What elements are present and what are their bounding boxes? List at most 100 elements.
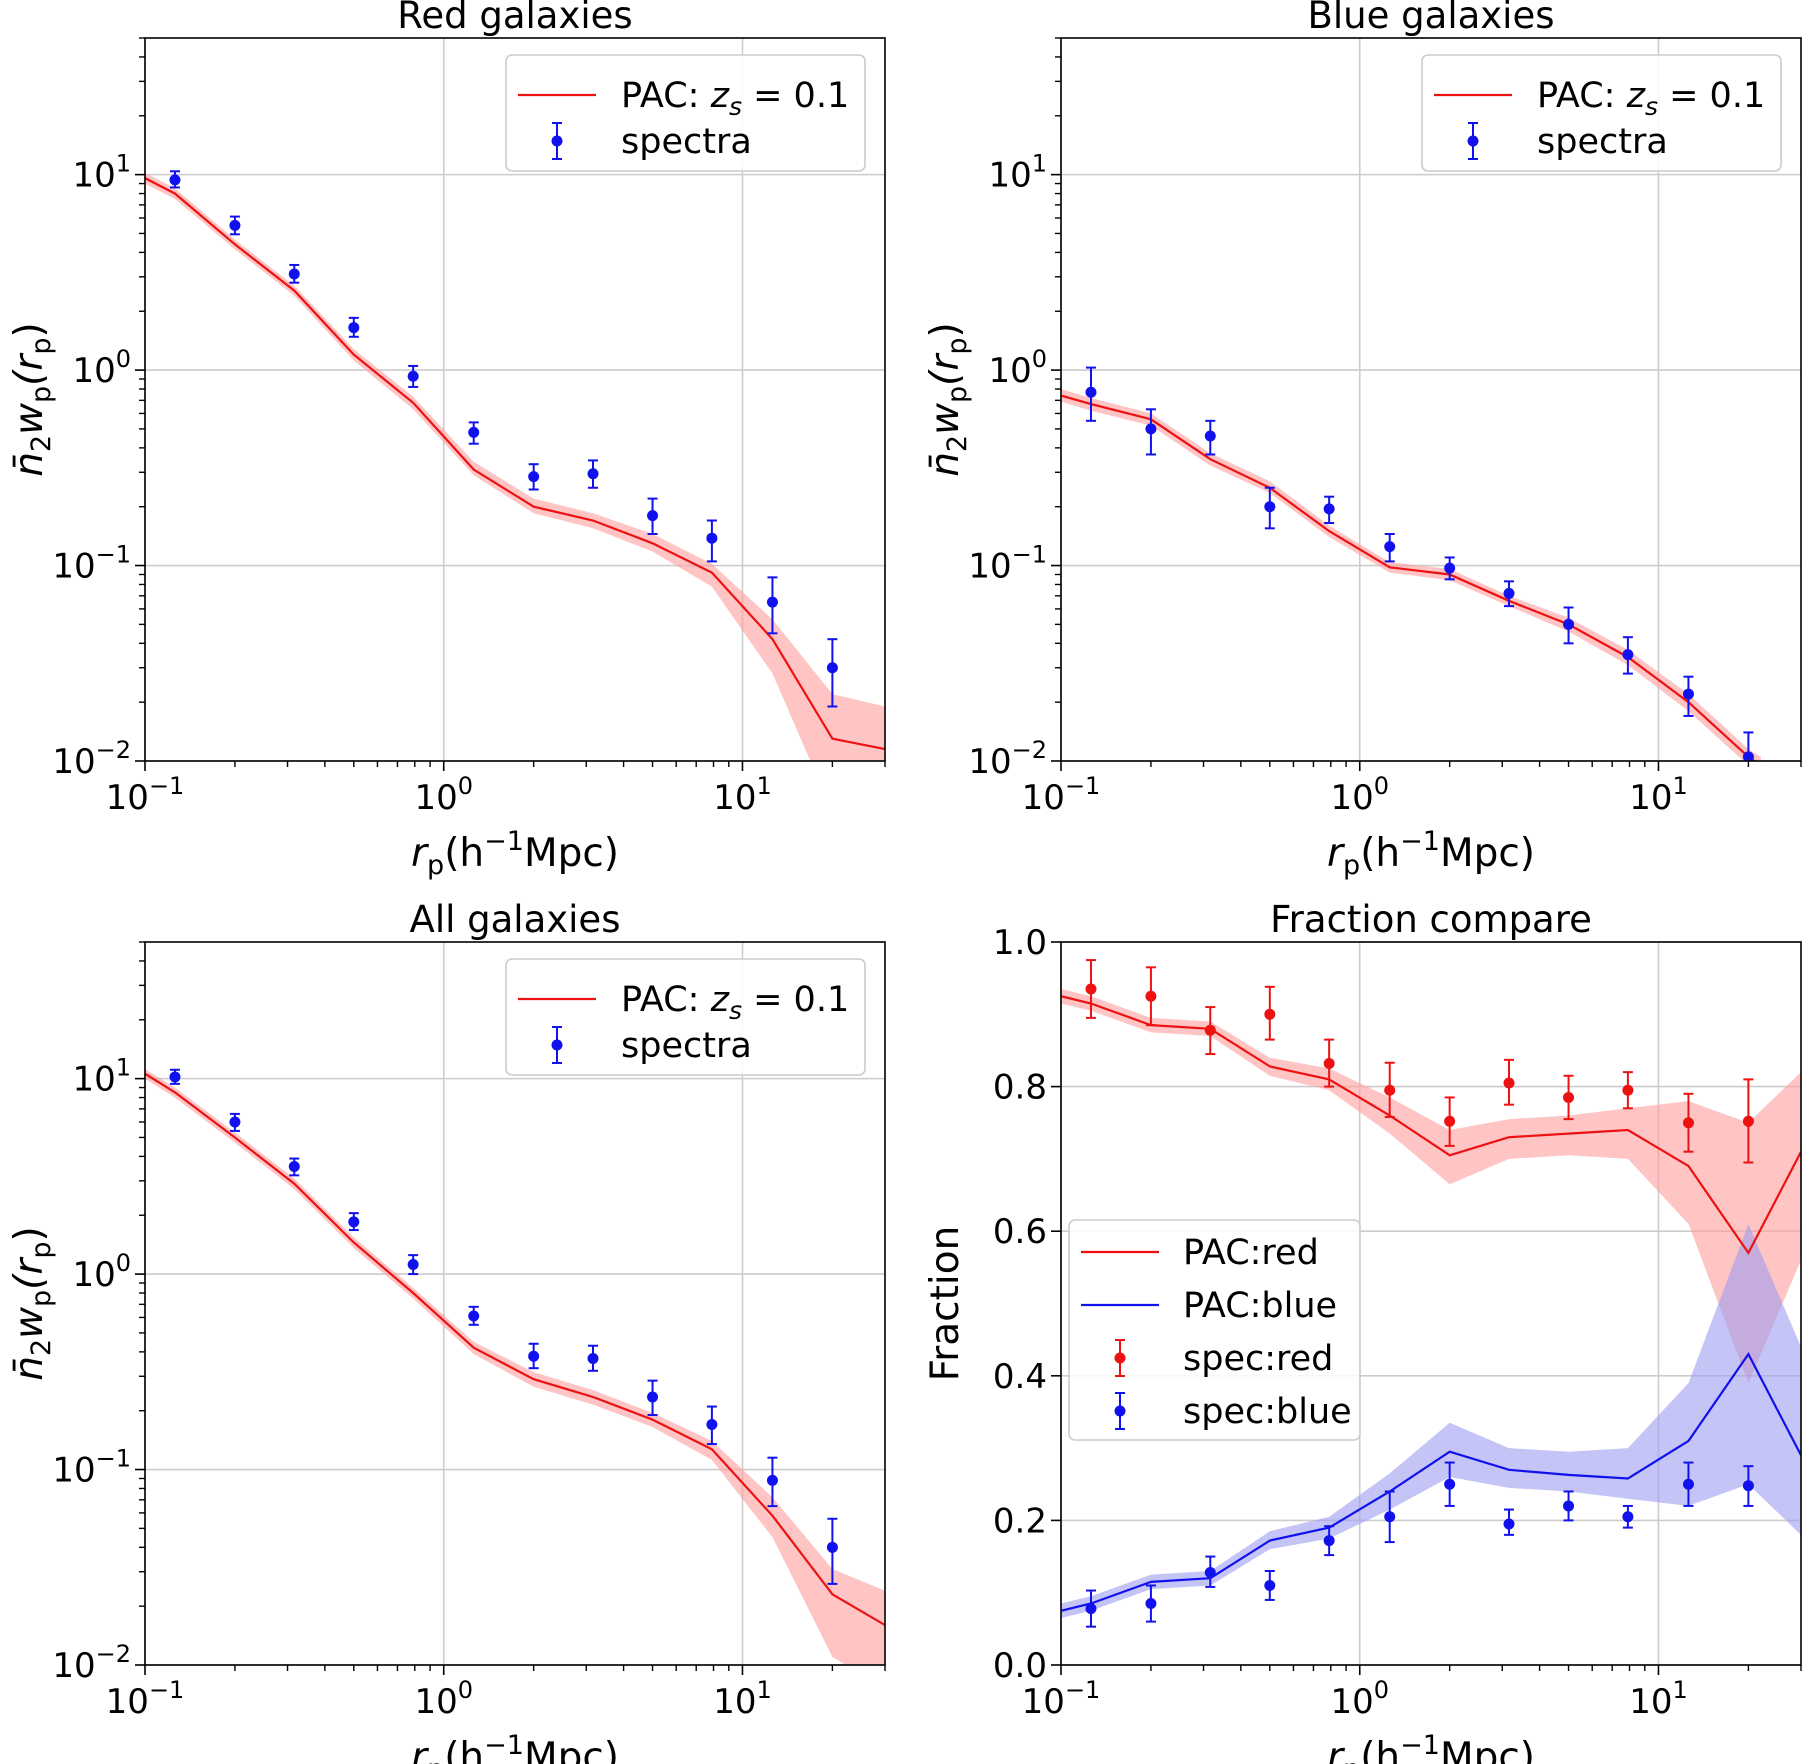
y-tick-label: 101 — [72, 1054, 131, 1100]
tick-exponent: 0 — [116, 345, 131, 373]
tick-exponent: −1 — [149, 772, 184, 800]
spec-blue-point — [1622, 1511, 1634, 1523]
label-subscript: p — [26, 1241, 57, 1258]
tick-exponent: −2 — [1012, 736, 1047, 764]
label-part: n̄ — [7, 452, 52, 477]
spec-red-point — [1085, 983, 1097, 995]
label-part: w — [7, 403, 52, 435]
legend-text: = 0.1 — [1658, 76, 1765, 116]
tick-base: 10 — [1330, 778, 1373, 818]
tick-exponent: −1 — [149, 1676, 184, 1704]
tick-base: 10 — [1022, 778, 1065, 818]
spectra-point — [468, 1310, 480, 1322]
tick-base: 10 — [1629, 778, 1672, 818]
label-part: n̄ — [923, 452, 968, 477]
spectra-point — [1622, 649, 1634, 661]
label-subscript: p — [1343, 1754, 1360, 1764]
tick-exponent: −1 — [1065, 1676, 1100, 1704]
legend-box — [505, 54, 866, 172]
y-tick-label: 101 — [72, 150, 131, 196]
spectra-point — [169, 174, 181, 186]
tick-base: 10 — [1330, 1682, 1373, 1722]
label-part: r — [411, 1735, 430, 1764]
spec-blue-point — [1444, 1478, 1456, 1490]
y-tick-label: 10−2 — [52, 736, 131, 782]
legend-subscript: s — [729, 996, 742, 1025]
tick-exponent: 0 — [458, 772, 473, 800]
tick-base: 10 — [713, 1682, 756, 1722]
legend-spectra-marker — [551, 1039, 563, 1051]
pac-band — [145, 1069, 885, 1665]
legend-spectra-label: spectra — [621, 122, 752, 162]
legend-label: PAC:red — [1183, 1233, 1319, 1273]
tick-exponent: 1 — [1672, 772, 1687, 800]
legend-pac-label: PAC: zs = 0.1 — [621, 76, 849, 121]
spectra-point — [528, 1350, 540, 1362]
tick-base: 10 — [414, 1682, 457, 1722]
plot-area — [1061, 959, 1801, 1628]
x-axis-label: rp(h−1Mpc) — [1327, 1730, 1535, 1764]
label-superscript: −1 — [484, 1730, 524, 1761]
spectra-point — [348, 322, 360, 334]
spec-blue-point — [1503, 1518, 1515, 1530]
y-tick-label: 100 — [72, 1249, 131, 1295]
label-part: w — [7, 1307, 52, 1339]
spectra-point — [1264, 501, 1276, 513]
x-tick-label: 10−1 — [106, 1676, 185, 1722]
pac-band — [1061, 389, 1761, 761]
y-tick-label: 0.2 — [993, 1501, 1047, 1541]
tick-exponent: −2 — [96, 1640, 131, 1668]
tick-exponent: −1 — [1012, 541, 1047, 569]
spectra-point — [826, 1541, 838, 1553]
legend-spectra-label: spectra — [1537, 122, 1668, 162]
legend-box — [1068, 1219, 1361, 1441]
label-subscript: 2 — [26, 435, 57, 452]
spectra-point — [1682, 688, 1694, 700]
legend-label: spec:red — [1183, 1339, 1333, 1379]
spectra-point — [1503, 587, 1515, 599]
spec-blue-point — [1384, 1511, 1396, 1523]
label-subscript: p — [942, 337, 973, 354]
spectra-point — [706, 532, 718, 544]
tick-exponent: −1 — [1065, 772, 1100, 800]
label-part: ) — [923, 322, 968, 337]
legend: PAC:red PAC:blue spec:red spec:blue — [1068, 1219, 1361, 1441]
spectra-point — [587, 468, 599, 480]
y-tick-label: 10−1 — [52, 541, 131, 587]
pac-blue-line — [1061, 1351, 1801, 1612]
tick-base: 10 — [52, 1646, 95, 1686]
label-part: (h — [1360, 1735, 1400, 1764]
spec-blue-point — [1204, 1566, 1216, 1578]
label-part: (r — [7, 1256, 52, 1290]
plot-area — [145, 1068, 885, 1665]
spectra-point — [528, 471, 540, 483]
pac-line — [145, 1072, 885, 1627]
spec-blue-point — [1323, 1535, 1335, 1547]
spectra-point — [348, 1216, 360, 1228]
y-tick-label: 101 — [988, 150, 1047, 196]
tick-exponent: −2 — [96, 736, 131, 764]
label-part: Mpc) — [524, 831, 619, 876]
y-tick-label: 0.8 — [993, 1068, 1047, 1108]
y-tick-label: 0.0 — [993, 1646, 1047, 1686]
spectra-point — [766, 596, 778, 608]
x-tick-label: 10−1 — [106, 772, 185, 818]
spectra-point — [407, 1258, 419, 1270]
y-tick-label: 10−2 — [968, 736, 1047, 782]
tick-base: 10 — [1022, 1682, 1065, 1722]
spectra-point — [766, 1474, 778, 1486]
spectra-point — [587, 1352, 599, 1364]
label-part: Mpc) — [1440, 831, 1535, 876]
panel-title: Blue galaxies — [1308, 0, 1555, 37]
x-tick-label: 100 — [414, 1676, 473, 1722]
label-superscript: −1 — [1400, 826, 1440, 857]
legend-subscript: s — [1645, 92, 1658, 121]
spectra-point — [826, 662, 838, 674]
spectra-point — [407, 370, 419, 382]
y-tick-label: 1.0 — [993, 923, 1047, 963]
label-part: r — [411, 831, 430, 876]
spectra-point — [229, 1116, 241, 1128]
spec-red-point — [1145, 990, 1157, 1002]
